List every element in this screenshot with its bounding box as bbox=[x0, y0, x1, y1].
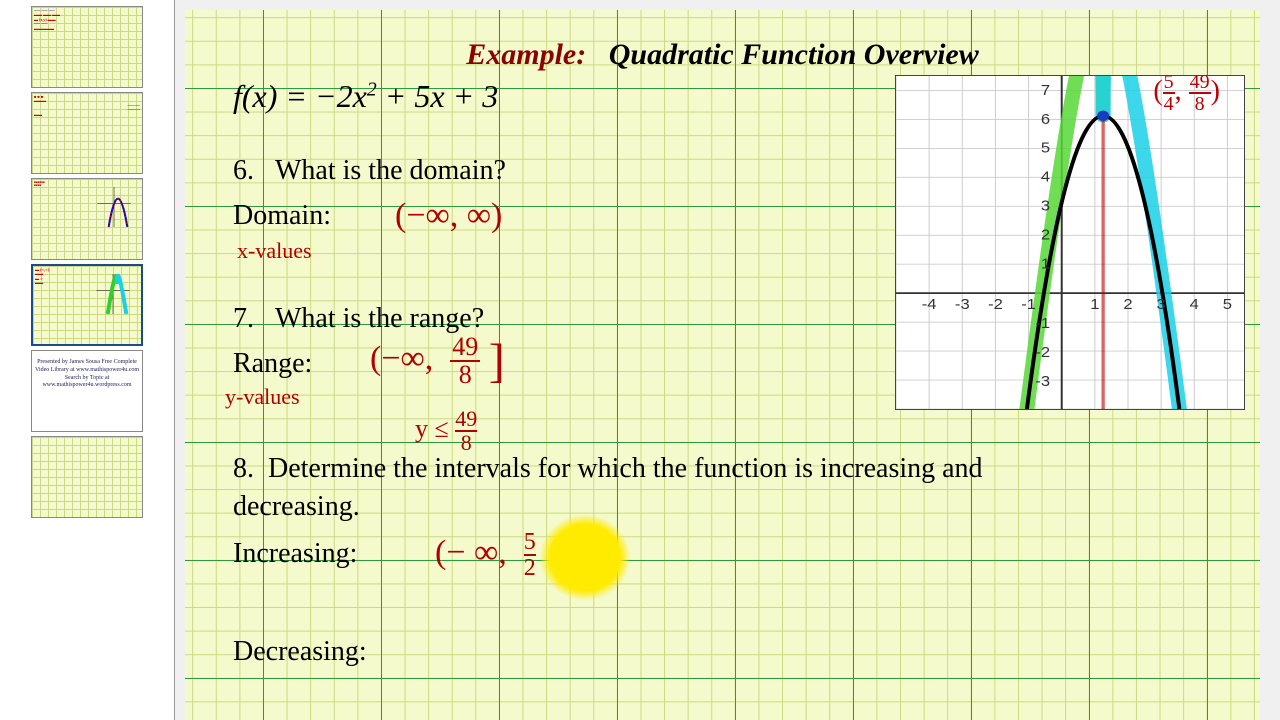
function-graph: -4 -3 -2 -1 1 2 3 4 5 1 2 3 4 5 6 7 -1 -2 -3 bbox=[895, 75, 1245, 410]
thumbnail-3[interactable]: ■■■■■■ ■■■■ bbox=[31, 178, 143, 260]
info-text: Presented by James Sousa Free Complete V… bbox=[34, 359, 140, 390]
question-7: 7. What is the range? bbox=[233, 300, 484, 338]
thumbnail-blank[interactable] bbox=[31, 436, 143, 518]
svg-text:2: 2 bbox=[1123, 297, 1132, 313]
svg-text:-1: -1 bbox=[1035, 316, 1050, 332]
svg-text:6: 6 bbox=[1041, 112, 1050, 128]
domain-note: x-values bbox=[237, 238, 312, 264]
question-6: 6. What is the domain? bbox=[233, 152, 506, 190]
function-equation: f(x) = −2x2 + 5x + 3 bbox=[233, 78, 498, 115]
range-inequality: y ≤ 498 bbox=[415, 408, 477, 454]
svg-text:-2: -2 bbox=[988, 297, 1003, 313]
range-answer: (−∞, 498 ] bbox=[370, 334, 505, 388]
domain-answer: (−∞, ∞) bbox=[395, 197, 502, 235]
svg-text:1: 1 bbox=[1041, 256, 1050, 272]
svg-text:-1: -1 bbox=[1021, 297, 1036, 313]
svg-text:-3: -3 bbox=[955, 297, 970, 313]
svg-text:-2: -2 bbox=[1035, 345, 1050, 361]
thumbnail-4-selected[interactable]: ▬ (∞,∞) ▬▬ ▬ ∞ ▬▬ bbox=[31, 264, 143, 346]
svg-text:1: 1 bbox=[1090, 297, 1099, 313]
svg-text:2: 2 bbox=[1041, 228, 1050, 244]
svg-text:3: 3 bbox=[1041, 199, 1050, 215]
question-8: 8. Determine the intervals for which the… bbox=[233, 450, 1033, 526]
svg-text:3: 3 bbox=[1157, 297, 1166, 313]
decreasing-label: Decreasing: bbox=[233, 636, 367, 668]
main-slide: Example: Quadratic Function Overview f(x… bbox=[185, 10, 1260, 720]
thumbnail-info[interactable]: Presented by James Sousa Free Complete V… bbox=[31, 350, 143, 432]
cursor-highlight bbox=[540, 515, 630, 600]
title-rest: Quadratic Function Overview bbox=[594, 38, 979, 71]
app-container: ~~~ ~~~ ~~~ ▬▬ ▬▬ ▬▬ ▬ (x,y) ▬▬ ~~~ ~~~ … bbox=[0, 0, 1280, 720]
svg-text:5: 5 bbox=[1223, 297, 1232, 313]
svg-text:7: 7 bbox=[1041, 83, 1050, 99]
svg-text:4: 4 bbox=[1190, 297, 1200, 313]
svg-text:-3: -3 bbox=[1035, 374, 1050, 390]
svg-text:5: 5 bbox=[1041, 141, 1050, 157]
increasing-answer: (− ∞, 52 bbox=[435, 530, 536, 580]
increasing-label: Increasing: bbox=[233, 538, 357, 570]
svg-text:-4: -4 bbox=[922, 297, 937, 313]
range-label: Range: bbox=[233, 348, 312, 380]
title-example: Example: bbox=[466, 38, 586, 71]
range-note: y-values bbox=[225, 384, 300, 410]
thumbnail-2[interactable]: ■ ■ ■ ▬▬▬ ~~~~~~ ~~~~~~ ▬▬ bbox=[31, 92, 143, 174]
vertex-coordinates: (54, 498) bbox=[1153, 72, 1220, 114]
slide-title: Example: Quadratic Function Overview bbox=[185, 38, 1260, 72]
svg-text:4: 4 bbox=[1041, 170, 1051, 186]
thumbnail-sidebar: ~~~ ~~~ ~~~ ▬▬ ▬▬ ▬▬ ▬ (x,y) ▬▬ ~~~ ~~~ … bbox=[0, 0, 175, 720]
thumbnail-1[interactable]: ~~~ ~~~ ~~~ ▬▬ ▬▬ ▬▬ ▬ (x,y) ▬▬ ~~~ ~~~ … bbox=[31, 6, 143, 88]
domain-label: Domain: bbox=[233, 200, 331, 232]
